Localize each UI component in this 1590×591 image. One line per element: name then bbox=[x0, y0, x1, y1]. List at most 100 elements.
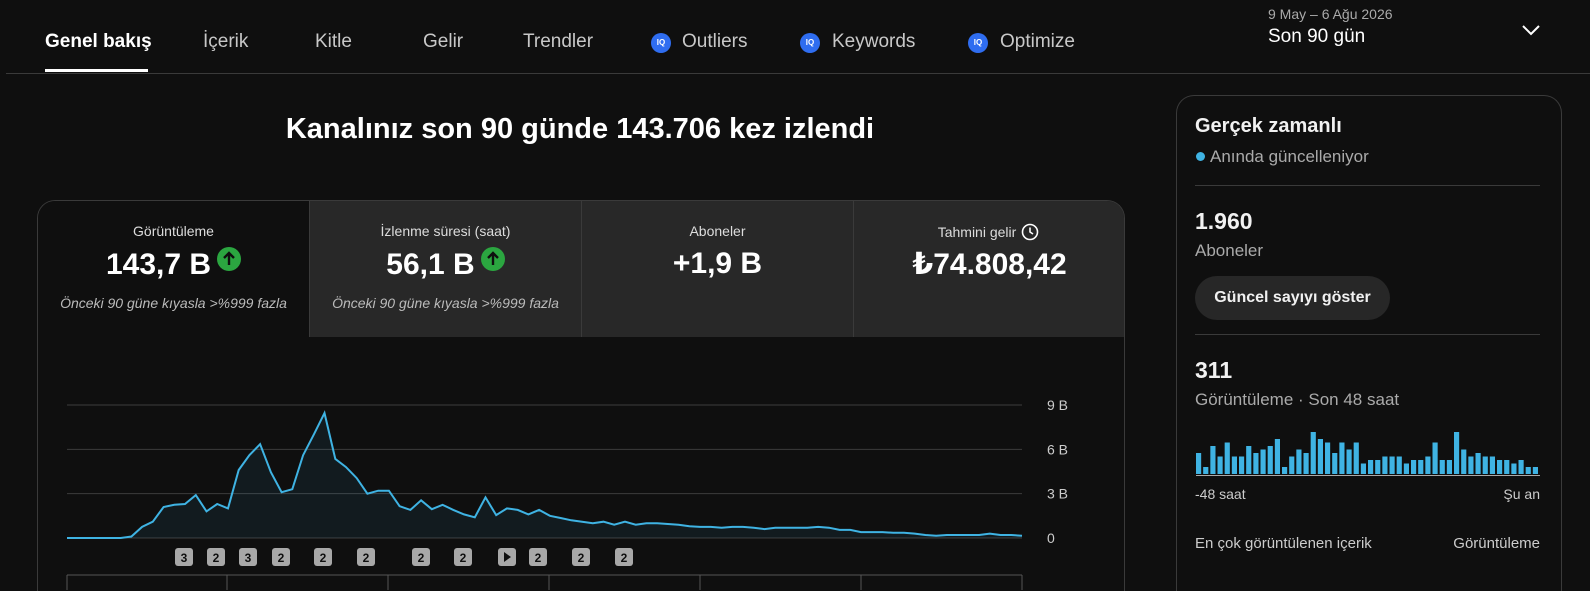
divider bbox=[1195, 334, 1540, 335]
metric-value: 56,1 B bbox=[310, 247, 581, 282]
chevron[interactable] bbox=[1520, 20, 1542, 40]
y-tick-label: 9 B bbox=[1047, 397, 1068, 413]
bar bbox=[1439, 460, 1445, 474]
tab[interactable]: Gelir bbox=[423, 31, 464, 52]
bar bbox=[1260, 449, 1266, 474]
annotation-badge bbox=[314, 548, 332, 566]
bar bbox=[1461, 449, 1467, 474]
y-tick-label: 0 bbox=[1047, 530, 1055, 546]
annotation-badge bbox=[572, 548, 590, 566]
bar bbox=[1231, 456, 1237, 474]
bar bbox=[1389, 456, 1395, 474]
bar bbox=[1267, 446, 1273, 474]
bar bbox=[1332, 453, 1338, 474]
top-content-title: En çok görüntülenen içerik bbox=[1195, 535, 1372, 552]
annotation-label: 3 bbox=[181, 551, 188, 565]
bar bbox=[1475, 453, 1481, 474]
metric[interactable]: Tahmini gelir ₺74.808,42 bbox=[853, 201, 1124, 337]
date-range: 9 May – 6 Ağu 2026 bbox=[1268, 6, 1393, 22]
bar bbox=[1454, 432, 1460, 474]
line bbox=[67, 410, 1023, 539]
annotation-badge bbox=[239, 548, 257, 566]
iq-icon: IQ bbox=[968, 33, 988, 53]
bar bbox=[1411, 460, 1417, 474]
metric-label-text: Tahmini gelir bbox=[937, 224, 1017, 240]
metric-value: +1,9 B bbox=[672, 247, 763, 280]
live-dot bbox=[1196, 152, 1205, 161]
tab[interactable]: Outliers bbox=[682, 31, 748, 52]
bar bbox=[1353, 442, 1359, 474]
metric-label: İzlenme süresi (saat) bbox=[380, 223, 511, 239]
show-count-button[interactable]: Güncel sayıyı göster bbox=[1195, 276, 1390, 320]
headline: Kanalınız son 90 günde 143.706 kez izlen… bbox=[285, 113, 875, 145]
bar bbox=[1446, 460, 1452, 474]
x-label: -48 saat bbox=[1195, 486, 1246, 502]
tab[interactable]: Genel bakış bbox=[45, 31, 152, 52]
annotation-badge bbox=[207, 548, 225, 566]
iq-icon: IQ bbox=[800, 33, 820, 53]
area bbox=[67, 413, 1022, 538]
divider bbox=[6, 73, 1590, 74]
annotation-label: 2 bbox=[578, 551, 585, 565]
bar bbox=[1432, 442, 1438, 474]
annotation-badge bbox=[272, 548, 290, 566]
bar bbox=[1253, 453, 1259, 474]
metric[interactable]: Görüntüleme 143,7 B Önceki 90 güne kıyas… bbox=[38, 201, 309, 337]
bar bbox=[1489, 456, 1495, 474]
up-icon bbox=[480, 247, 505, 271]
tab-underline bbox=[45, 69, 148, 72]
metric[interactable]: Aboneler +1,9 B bbox=[581, 201, 853, 337]
bar bbox=[1296, 449, 1302, 474]
divider bbox=[1195, 185, 1540, 186]
annotation-badge bbox=[454, 548, 472, 566]
bar bbox=[1396, 456, 1402, 474]
bar bbox=[1310, 432, 1316, 474]
bar bbox=[1368, 460, 1374, 474]
bar bbox=[1303, 453, 1309, 474]
bar bbox=[1317, 439, 1323, 474]
clock-icon bbox=[1021, 223, 1039, 241]
bar bbox=[1289, 456, 1295, 474]
metric-label: Görüntüleme bbox=[133, 223, 214, 239]
realtime-status: Anında güncelleniyor bbox=[1210, 147, 1369, 166]
annotation-badge bbox=[412, 548, 430, 566]
annotation-label: 2 bbox=[278, 551, 285, 565]
bar bbox=[1246, 446, 1252, 474]
bar bbox=[1203, 467, 1209, 474]
tab[interactable]: Trendler bbox=[523, 31, 594, 52]
play-icon bbox=[504, 552, 511, 562]
tab[interactable]: İçerik bbox=[203, 31, 249, 52]
bar bbox=[1360, 463, 1366, 474]
bar bbox=[1525, 467, 1531, 474]
metric[interactable]: İzlenme süresi (saat) 56,1 B Önceki 90 g… bbox=[309, 201, 581, 337]
bar bbox=[1217, 456, 1223, 474]
bar bbox=[1239, 456, 1245, 474]
annotation-label: 2 bbox=[460, 551, 467, 565]
bar bbox=[1196, 453, 1202, 474]
up-icon bbox=[217, 247, 242, 271]
y-tick-label: 3 B bbox=[1047, 486, 1068, 502]
overview-card: Görüntüleme 143,7 B Önceki 90 güne kıyas… bbox=[37, 200, 1125, 591]
tab[interactable]: Kitle bbox=[315, 31, 352, 52]
annotation-label: 2 bbox=[418, 551, 425, 565]
annotation-badge bbox=[357, 548, 375, 566]
annotation-label: 2 bbox=[320, 551, 327, 565]
bar bbox=[1482, 456, 1488, 474]
tab[interactable]: Keywords bbox=[832, 31, 916, 52]
metric-value: ₺74.808,42 bbox=[912, 248, 1067, 281]
bar bbox=[1425, 456, 1431, 474]
metric-value: 143,7 B bbox=[38, 247, 309, 282]
bar bbox=[1518, 460, 1524, 474]
tab[interactable]: Optimize bbox=[1000, 31, 1075, 52]
period[interactable]: Son 90 gün bbox=[1268, 26, 1366, 47]
views-label: Görüntüleme · Son 48 saat bbox=[1195, 390, 1400, 409]
metric-value-text: 56,1 B bbox=[386, 248, 475, 281]
annotation-label: 2 bbox=[363, 551, 370, 565]
bar bbox=[1325, 442, 1331, 474]
metric-label: Aboneler bbox=[689, 223, 746, 239]
metric-label: Tahmini gelir bbox=[854, 223, 1124, 241]
views-count: 311 bbox=[1195, 357, 1233, 383]
bar bbox=[1210, 446, 1216, 474]
